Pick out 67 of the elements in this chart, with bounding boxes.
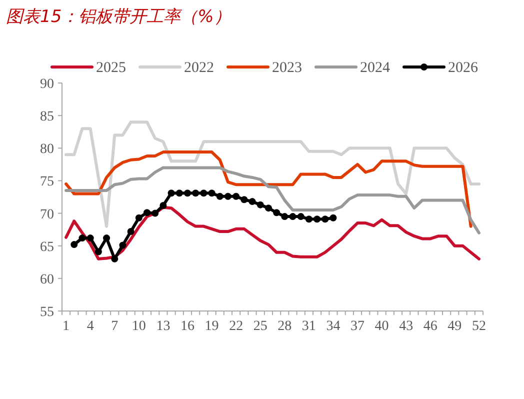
x-tick-label: 37	[350, 319, 365, 334]
point	[248, 198, 256, 206]
point	[256, 201, 264, 208]
point	[160, 202, 167, 209]
legend-label: 2024	[360, 60, 390, 76]
y-tick-label: 65	[40, 240, 54, 255]
chart-title: 图表15：铝板带开工率（%）	[6, 7, 231, 27]
legend-label: 2025	[96, 60, 126, 76]
x-tick-label: 13	[156, 319, 170, 334]
point	[86, 234, 94, 242]
point	[184, 190, 191, 197]
point	[192, 190, 200, 197]
point	[240, 196, 248, 204]
line-series	[64, 120, 480, 228]
x-tick-label: 10	[132, 319, 146, 334]
x-tick-label: 34	[326, 319, 340, 334]
x-tick-label: 22	[229, 319, 244, 334]
x-tick-label: 7	[111, 319, 118, 334]
x-tick-label: 49	[448, 319, 462, 334]
point	[216, 192, 224, 200]
x-tick-label: 4	[86, 319, 94, 334]
point	[273, 209, 280, 216]
x-tick-label: 19	[204, 319, 219, 334]
x-tick-label: 46	[423, 319, 438, 334]
legend-label: 2026	[448, 60, 478, 76]
point	[208, 190, 216, 197]
point	[127, 228, 134, 236]
x-tick-label: 25	[253, 319, 268, 334]
line-series	[64, 166, 480, 234]
point	[144, 209, 151, 216]
y-tick-label: 85	[40, 110, 54, 125]
point	[94, 248, 102, 256]
x-tick-label: 43	[399, 319, 414, 334]
legend-label: 2022	[184, 60, 214, 76]
point	[305, 216, 312, 223]
y-tick-label: 70	[40, 207, 54, 222]
point	[200, 190, 208, 197]
y-tick-label: 90	[40, 77, 54, 92]
point	[168, 190, 175, 197]
x-tick-label: 40	[374, 319, 389, 334]
point	[135, 214, 142, 222]
point	[264, 204, 272, 212]
point	[297, 213, 304, 220]
y-tick-label: 55	[40, 305, 54, 320]
y-tick-label: 60	[40, 272, 54, 288]
point	[176, 190, 183, 197]
point	[119, 242, 126, 249]
line-series	[64, 150, 472, 228]
point	[281, 213, 288, 220]
legend-label: 2023	[272, 60, 302, 76]
x-tick-label: 28	[278, 319, 292, 334]
point	[78, 234, 86, 242]
point	[232, 192, 240, 200]
y-tick-label: 75	[40, 174, 54, 190]
point	[322, 216, 329, 223]
point	[111, 255, 118, 262]
point	[330, 214, 337, 222]
point	[224, 192, 232, 200]
x-tick-label: 52	[472, 319, 486, 334]
x-tick-label: 31	[302, 319, 316, 334]
y-tick-label: 80	[40, 142, 54, 158]
point	[70, 241, 78, 248]
x-tick-label: 16	[180, 319, 194, 334]
point	[289, 213, 296, 220]
point	[152, 210, 159, 217]
point	[314, 216, 321, 223]
x-tick-label: 1	[62, 319, 70, 334]
